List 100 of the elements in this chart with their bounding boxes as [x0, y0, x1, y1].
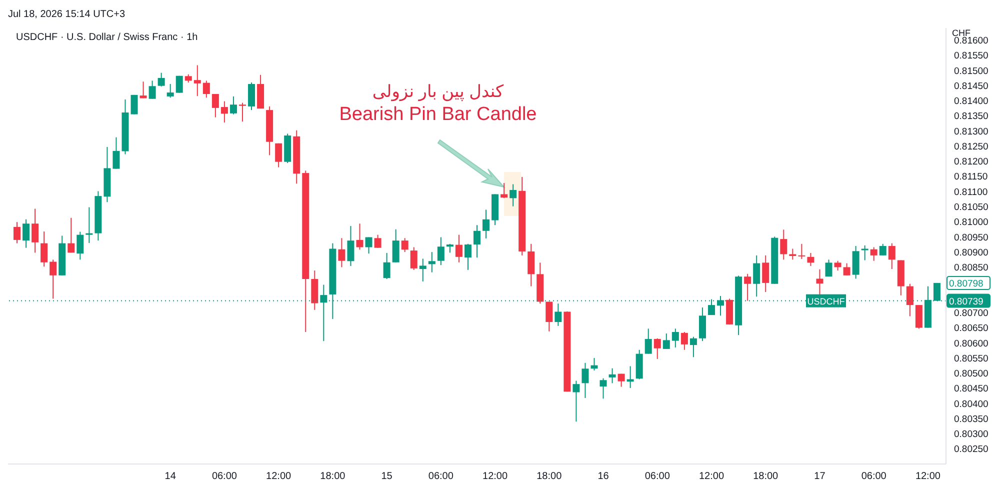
candlestick [590, 358, 598, 371]
x-tick-label: 06:00 [861, 471, 887, 482]
candlestick [374, 234, 382, 248]
candlestick [500, 182, 508, 199]
candlestick [14, 222, 21, 244]
candlestick [212, 94, 219, 118]
candlestick [510, 184, 517, 207]
candlestick [473, 224, 480, 258]
candlestick [843, 262, 850, 276]
y-tick-label: 0.81500 [954, 66, 988, 77]
candlestick [798, 243, 806, 260]
candlestick [176, 75, 183, 94]
candlestick [626, 366, 634, 389]
y-tick-label: 0.80250 [954, 444, 988, 456]
annotation: کندل پین بار نزولی [371, 82, 505, 102]
candlestick [654, 338, 661, 360]
candlestick [852, 246, 860, 280]
candlestick [383, 252, 390, 280]
x-tick-label: 12:00 [698, 471, 724, 482]
y-tick-label: 0.80700 [954, 308, 988, 319]
y-tick-label: 0.80350 [954, 414, 988, 425]
y-tick-label: 0.81550 [954, 50, 988, 62]
candlestick [861, 244, 868, 261]
y-tick-label: 0.81200 [954, 156, 988, 168]
candlestick [600, 378, 607, 400]
candlestick [148, 80, 156, 100]
x-tick-label: 18:00 [536, 471, 562, 482]
candlestick [130, 94, 138, 115]
candlestick [76, 231, 84, 260]
y-tick-label: 0.80500 [954, 368, 988, 380]
candlestick [220, 100, 228, 123]
x-tick-label: 15 [381, 471, 393, 482]
candlestick [194, 64, 201, 97]
y-tick-label: 0.81000 [954, 217, 988, 228]
y-tick-label: 0.81350 [954, 111, 988, 122]
candlestick [32, 208, 39, 254]
candlestick [690, 336, 697, 358]
x-tick-label: 17 [814, 471, 826, 482]
x-tick-label: 16 [598, 471, 610, 482]
candlestick [248, 82, 256, 111]
candlestick [762, 254, 770, 293]
y-tick-label: 0.81600 [954, 35, 988, 46]
x-tick-label: 14 [164, 471, 176, 482]
candlestick [644, 328, 652, 354]
y-tick-label: 0.80400 [954, 398, 988, 410]
y-tick-label: 0.81050 [954, 202, 988, 214]
candlestick [906, 283, 914, 317]
x-tick-label: 06:00 [428, 471, 454, 482]
candlestick [238, 102, 246, 122]
candlestick [870, 246, 878, 262]
y-tick-label: 0.80850 [954, 262, 988, 274]
candlestick [86, 206, 93, 244]
x-tick-label: 12:00 [482, 471, 508, 482]
candlestick [365, 236, 372, 254]
y-tick-label: 0.80450 [954, 384, 988, 395]
candlestick [419, 258, 426, 282]
candlestick [455, 234, 462, 263]
candlestick [40, 230, 48, 268]
y-tick-label: 0.81300 [954, 126, 988, 138]
y-tick-label: 0.81450 [954, 80, 988, 92]
candlestick [879, 243, 886, 256]
y-tick-label: 0.81400 [954, 96, 988, 108]
candlestick [698, 306, 706, 342]
chart-subtitle: Jul 18, 2026 15:14 UTC+3 [8, 8, 126, 22]
annotation: 0.80739 [949, 296, 984, 308]
candlestick [68, 217, 75, 254]
candlestick [915, 304, 922, 330]
candlestick [816, 268, 824, 296]
candlestick [437, 236, 444, 266]
y-axis-title: CHF [952, 28, 970, 38]
annotation: 0.80798 [949, 278, 984, 290]
candlestick [230, 96, 237, 115]
candlestick [744, 273, 752, 302]
y-tick-label: 0.80950 [954, 232, 988, 244]
candlestick [356, 223, 364, 250]
y-tick-label: 0.81150 [954, 172, 988, 183]
candlestick [753, 254, 760, 298]
candlestick [158, 72, 165, 87]
y-tick-label: 0.80600 [954, 338, 988, 350]
chart-title: USDCHF · U.S. Dollar / Swiss Franc · 1h [16, 32, 198, 43]
candlestick [22, 218, 30, 248]
candlestick [672, 328, 679, 348]
candlestick [410, 246, 418, 270]
candlestick [608, 368, 616, 384]
x-tick-label: 12:00 [266, 471, 292, 482]
candlestick [546, 301, 553, 332]
ref-line-label: USDCHF [807, 296, 846, 306]
candlestick [528, 243, 535, 287]
x-tick-label: 18:00 [753, 471, 779, 482]
candlestick [789, 248, 796, 260]
candlestick [572, 380, 580, 422]
y-tick-label: 0.80900 [954, 247, 988, 258]
candlestick [464, 243, 472, 270]
candlestick [50, 259, 57, 300]
candlestick [392, 228, 400, 263]
candlestick [202, 80, 210, 98]
y-tick-label: 0.80650 [954, 323, 988, 334]
candlestick [807, 252, 814, 266]
candlestick [140, 81, 147, 99]
x-tick-label: 06:00 [644, 471, 670, 482]
